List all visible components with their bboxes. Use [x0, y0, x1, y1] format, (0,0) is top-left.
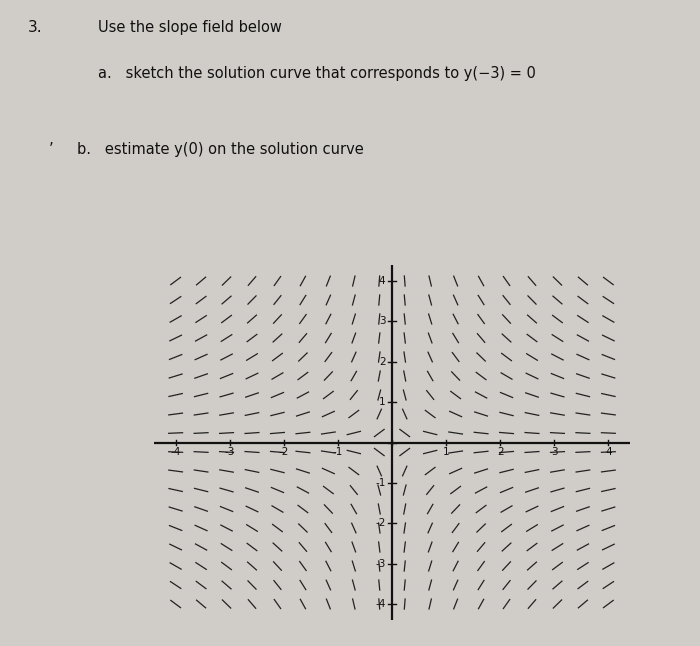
Text: 3.: 3.: [28, 19, 43, 35]
Text: 4: 4: [379, 276, 386, 286]
Text: b.   estimate y(0) on the solution curve: b. estimate y(0) on the solution curve: [77, 142, 364, 158]
Text: 2: 2: [379, 357, 386, 367]
Text: 1: 1: [379, 397, 386, 407]
Text: -2: -2: [279, 447, 289, 457]
Text: 2: 2: [497, 447, 503, 457]
Text: ’: ’: [49, 142, 54, 158]
Text: -1: -1: [332, 447, 343, 457]
Text: -2: -2: [375, 518, 386, 528]
Text: -3: -3: [225, 447, 235, 457]
Text: -1: -1: [375, 478, 386, 488]
Text: a.   sketch the solution curve that corresponds to y(−3) = 0: a. sketch the solution curve that corres…: [98, 67, 536, 81]
Text: 1: 1: [443, 447, 449, 457]
Text: Use the slope field below: Use the slope field below: [98, 19, 282, 35]
Text: -3: -3: [375, 559, 386, 568]
Text: -4: -4: [170, 447, 181, 457]
Text: 3: 3: [551, 447, 558, 457]
Text: -4: -4: [375, 599, 386, 609]
Text: 3: 3: [379, 317, 386, 326]
Text: 4: 4: [605, 447, 612, 457]
